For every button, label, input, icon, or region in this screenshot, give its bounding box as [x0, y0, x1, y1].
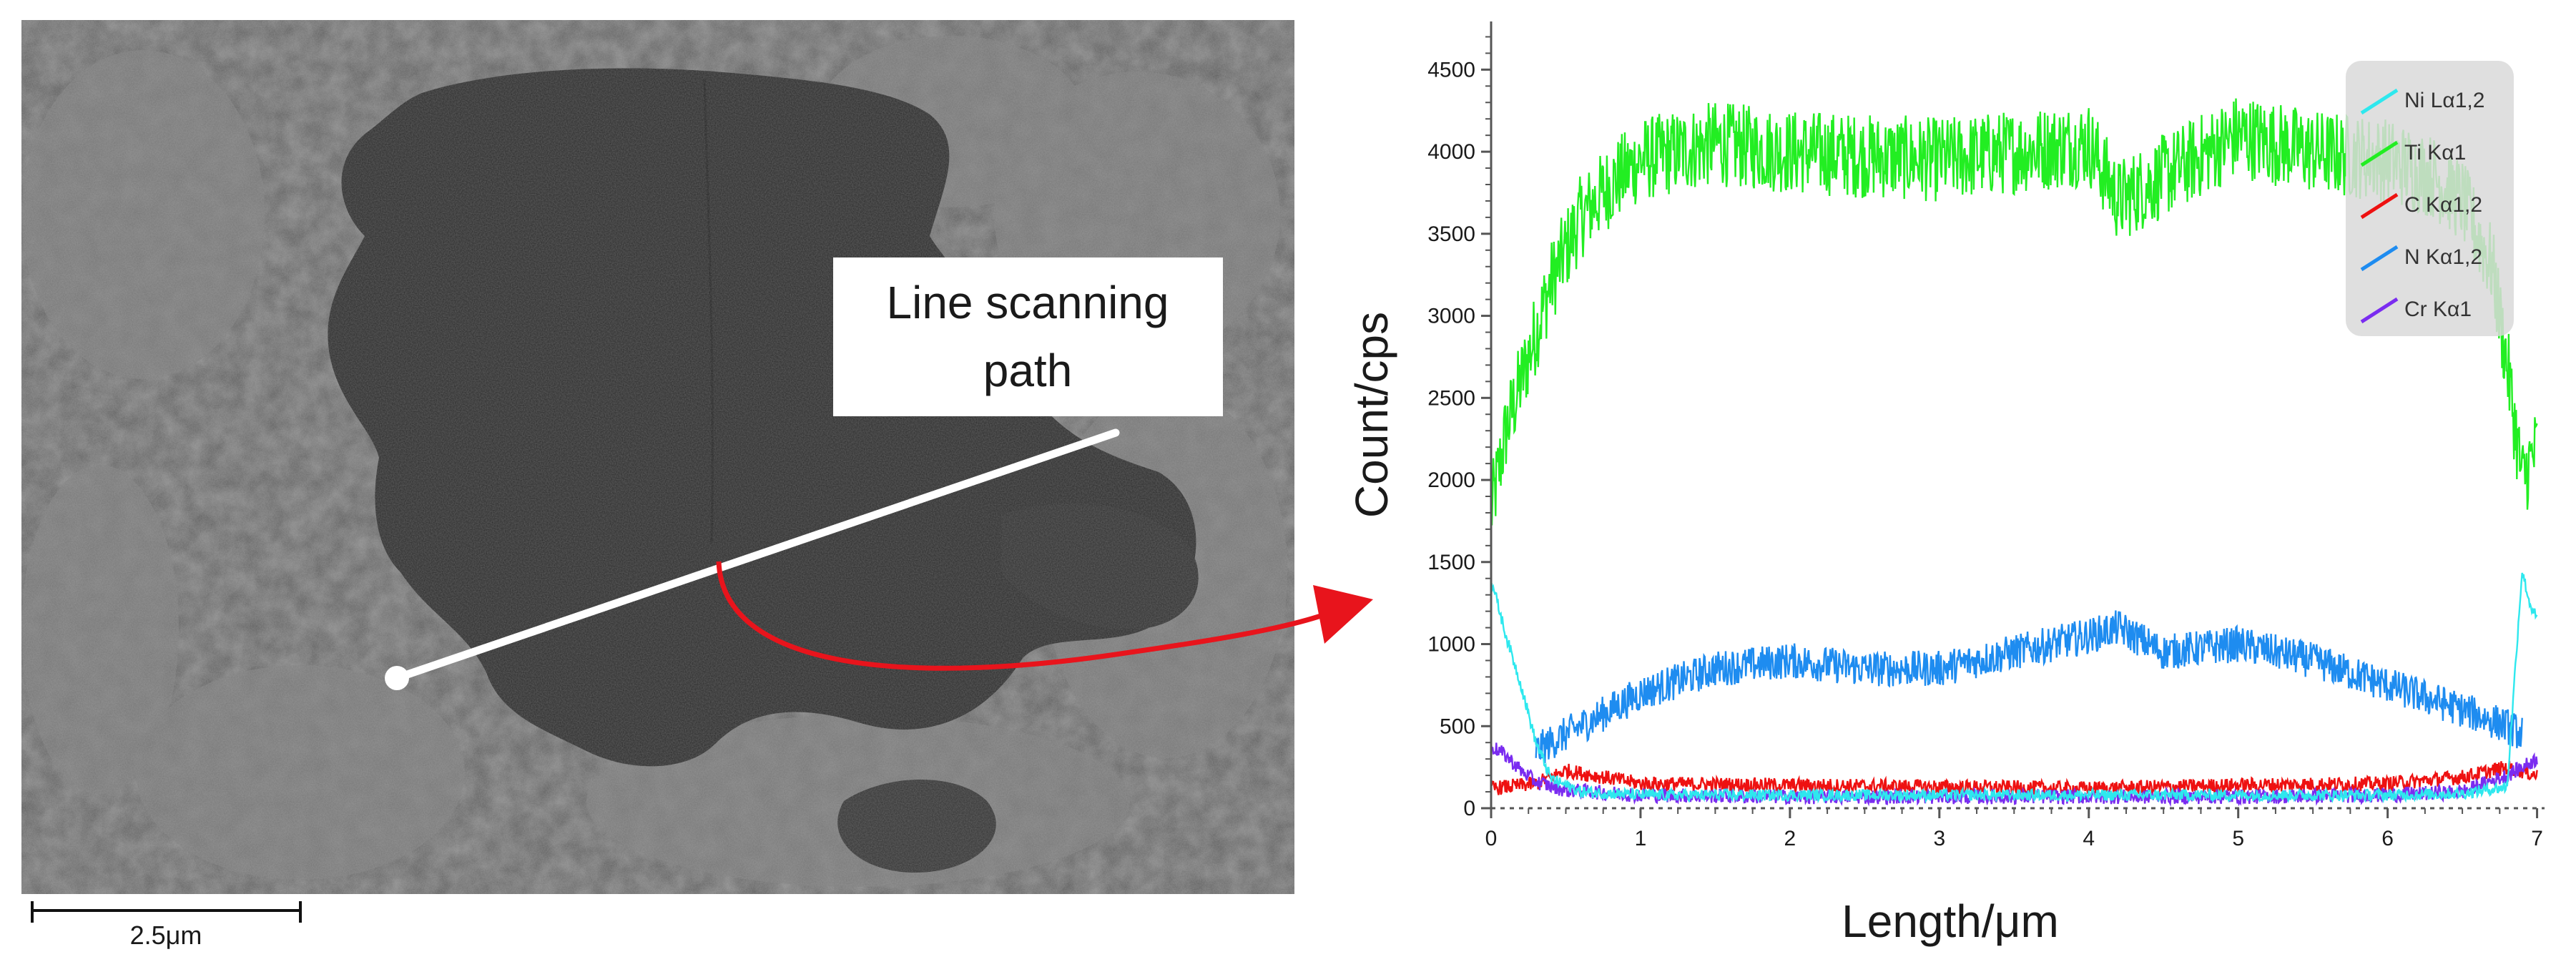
- y-tick-label: 1000: [1427, 633, 1475, 657]
- legend-label: C Kα1,2: [2404, 193, 2482, 217]
- scale-bar: 2.5μm: [31, 901, 302, 950]
- y-tick-label: 500: [1440, 715, 1475, 738]
- x-axis-title: Length/μm: [1842, 895, 2059, 947]
- y-tick-label: 2500: [1427, 386, 1475, 410]
- chart-legend: Ni Lα1,2 Ti Kα1 C Kα1,2 N Kα1,2 Cr Kα1: [2346, 61, 2514, 336]
- legend-label: Ni Lα1,2: [2404, 89, 2484, 112]
- x-tick-label: 7: [2531, 827, 2543, 850]
- x-tick-label: 1: [1635, 827, 1647, 850]
- line-scan-chart: 0 500 1000 1500 2000 2500 3000 3500 4000 4500 0 1 2 3…: [1346, 21, 2545, 947]
- chart-axes: 0 500 1000 1500 2000 2500 3000 3500 4000 4500 0 1 2 3…: [1427, 21, 2545, 850]
- scale-bar-label: 2.5μm: [130, 921, 202, 950]
- connector-arrowhead: [1313, 585, 1373, 644]
- y-tick-label: 3500: [1427, 222, 1475, 246]
- legend-swatch: [2360, 192, 2399, 220]
- legend-label: N Kα1,2: [2404, 245, 2482, 269]
- legend-swatch: [2360, 88, 2399, 115]
- series-line-2: [1491, 760, 2538, 798]
- sem-micrograph: Line scanning path: [21, 20, 1294, 894]
- connector-arrow: [716, 561, 1324, 671]
- x-tick-label: 2: [1784, 827, 1796, 850]
- path-label-box: [833, 257, 1223, 416]
- x-tick-label: 3: [1933, 827, 1945, 850]
- y-tick-label: 1500: [1427, 551, 1475, 574]
- series-line-3: [1535, 610, 2523, 763]
- x-tick-label: 4: [2083, 827, 2095, 850]
- y-tick-label: 3000: [1427, 305, 1475, 328]
- y-axis-title: Count/cps: [1346, 312, 1397, 518]
- path-label-line1: Line scanning: [887, 277, 1169, 328]
- x-tick-label: 6: [2381, 827, 2394, 850]
- line-scanning-path: [393, 428, 1120, 682]
- x-tick-label: 0: [1485, 827, 1498, 850]
- legend-swatch: [2360, 140, 2399, 167]
- micrograph-fine-grain: [21, 20, 1294, 894]
- scan-start-point: [385, 666, 409, 690]
- legend-box: [2346, 61, 2514, 336]
- path-label-line2: path: [983, 345, 1073, 396]
- y-tick-label: 4500: [1427, 58, 1475, 82]
- x-tick-label: 5: [2232, 827, 2244, 850]
- y-tick-label: 2000: [1427, 468, 1475, 492]
- series-line-0: [1491, 572, 2538, 804]
- legend-swatch: [2360, 245, 2399, 272]
- y-tick-label: 4000: [1427, 140, 1475, 164]
- legend-label: Cr Kα1: [2404, 298, 2472, 321]
- legend-label: Ti Kα1: [2404, 141, 2466, 165]
- legend-swatch: [2360, 297, 2399, 324]
- y-tick-label: 0: [1463, 797, 1475, 820]
